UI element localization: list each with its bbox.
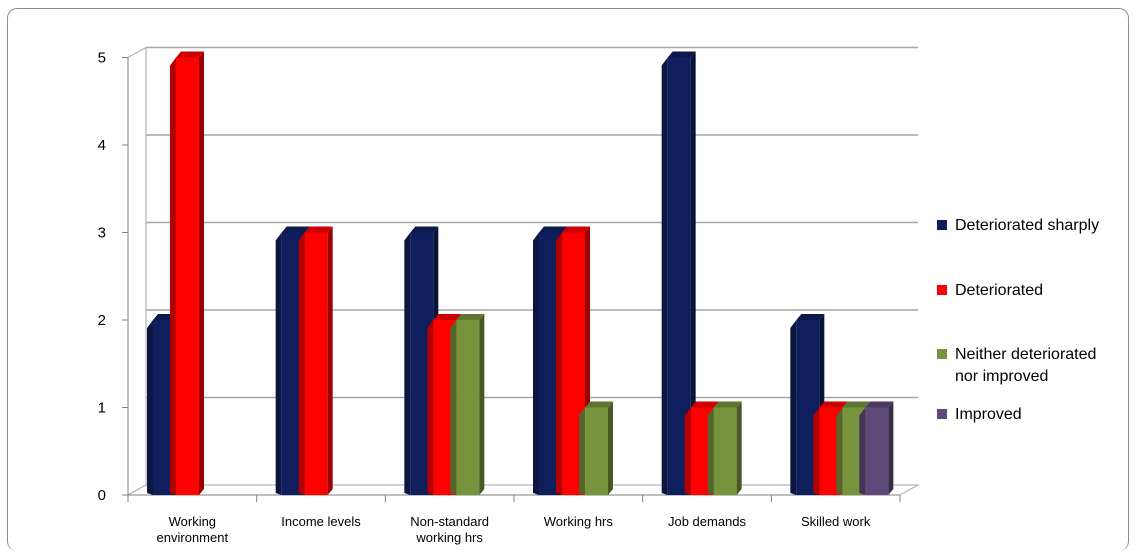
y-tick-label: 3 <box>98 225 106 242</box>
bar-side <box>275 232 282 495</box>
bar-side <box>579 407 585 495</box>
bar-side <box>556 232 562 495</box>
legend-label-line: Deteriorated <box>955 282 1043 299</box>
bar-cap <box>456 314 485 320</box>
category-label-line: Income levels <box>281 514 361 529</box>
bar-side <box>298 232 305 495</box>
bar-side <box>836 407 843 495</box>
category-label: Income levels <box>281 514 361 529</box>
bar <box>859 401 894 495</box>
bar-depth <box>608 401 613 495</box>
bar-side <box>533 232 539 495</box>
legend-item: Deteriorated sharply <box>937 217 1099 234</box>
bar <box>707 401 742 495</box>
bar-cap <box>667 51 696 58</box>
bar-cap <box>281 226 310 233</box>
bar-cap <box>796 314 825 320</box>
legend-swatch <box>937 285 947 295</box>
category-label-line: Skilled work <box>801 514 871 529</box>
bar-depth <box>199 51 204 495</box>
bar-side <box>661 57 668 495</box>
legend-item: Deteriorated <box>937 282 1043 299</box>
legend-label-line: Neither deteriorated <box>955 346 1096 363</box>
bar <box>661 51 696 495</box>
bar-cap <box>690 401 719 408</box>
bar-cap <box>176 51 204 58</box>
legend-label-line: Deteriorated sharply <box>955 217 1099 234</box>
bar-front <box>456 320 480 495</box>
bar-front <box>713 407 737 495</box>
legend-label-line: nor improved <box>955 368 1048 385</box>
bar-cap <box>585 401 613 408</box>
category-label: Skilled work <box>801 514 871 529</box>
side-wall <box>127 46 147 496</box>
category-label: Working environment <box>157 514 229 545</box>
legend-label: Deteriorated sharply <box>955 217 1099 234</box>
bar-depth <box>479 314 485 495</box>
bar <box>170 51 204 495</box>
category-label-line: Working hrs <box>544 514 614 529</box>
bar-depth <box>888 401 894 495</box>
bar-cap <box>539 226 567 233</box>
bar-depth <box>327 226 333 495</box>
legend-swatch <box>937 349 947 359</box>
bar-side <box>813 407 820 495</box>
bar-side <box>170 57 176 495</box>
category-label-line: Working <box>169 514 216 529</box>
legend-label: Deteriorated <box>955 282 1043 299</box>
category-label: Job demands <box>668 514 747 529</box>
bar-side <box>790 320 797 495</box>
bar-side <box>450 320 457 495</box>
bar-side <box>427 320 434 495</box>
category-label-line: Non-standard <box>410 514 489 529</box>
legend-label: Neither deteriorated nor improved <box>955 346 1096 385</box>
legend-label: Improved <box>955 406 1022 423</box>
legend-item: Neither deteriorated nor improved <box>937 346 1096 385</box>
bar-cap <box>304 226 333 233</box>
bar-side <box>707 407 714 495</box>
legend-item: Improved <box>937 406 1022 423</box>
legend: Deteriorated sharply Deteriorated Neither … <box>937 217 1099 423</box>
category-label-line: working hrs <box>415 530 483 545</box>
legend-swatch <box>937 220 947 230</box>
y-tick-label: 2 <box>98 312 106 329</box>
bar-side <box>684 407 691 495</box>
bar-side <box>147 320 153 495</box>
bar-side <box>859 407 866 495</box>
legend-swatch <box>937 409 947 419</box>
bar-cap <box>433 314 462 320</box>
bar <box>579 401 613 495</box>
y-tick-label: 1 <box>98 400 106 417</box>
category-label-line: environment <box>157 530 229 545</box>
bar-cap <box>842 401 871 408</box>
legend-label-line: Improved <box>955 406 1022 423</box>
y-tick-label: 0 <box>98 487 106 504</box>
bar-depth <box>736 401 742 495</box>
category-label: Working hrs <box>544 514 614 529</box>
bar-front <box>176 57 199 495</box>
bar <box>450 314 485 495</box>
bar-front <box>585 407 608 495</box>
y-tick-label: 4 <box>98 137 106 154</box>
bars <box>147 51 894 495</box>
category-label: Non-standard working hrs <box>410 514 489 545</box>
labels: 0 1 2 3 4 5 Working environment Income levels Non… <box>98 50 871 546</box>
bar-cap <box>819 401 848 408</box>
bar-cap <box>713 401 742 408</box>
bar-cap <box>865 401 894 408</box>
bar-front <box>304 232 328 495</box>
bar <box>298 226 333 495</box>
bar-cap <box>562 226 590 233</box>
bar-side <box>404 232 411 495</box>
bar-front <box>667 57 691 495</box>
bar-front <box>865 407 889 495</box>
category-label-line: Job demands <box>668 514 747 529</box>
y-tick-label: 5 <box>98 50 106 67</box>
bar-cap <box>410 226 439 233</box>
bar-depth <box>690 51 696 495</box>
